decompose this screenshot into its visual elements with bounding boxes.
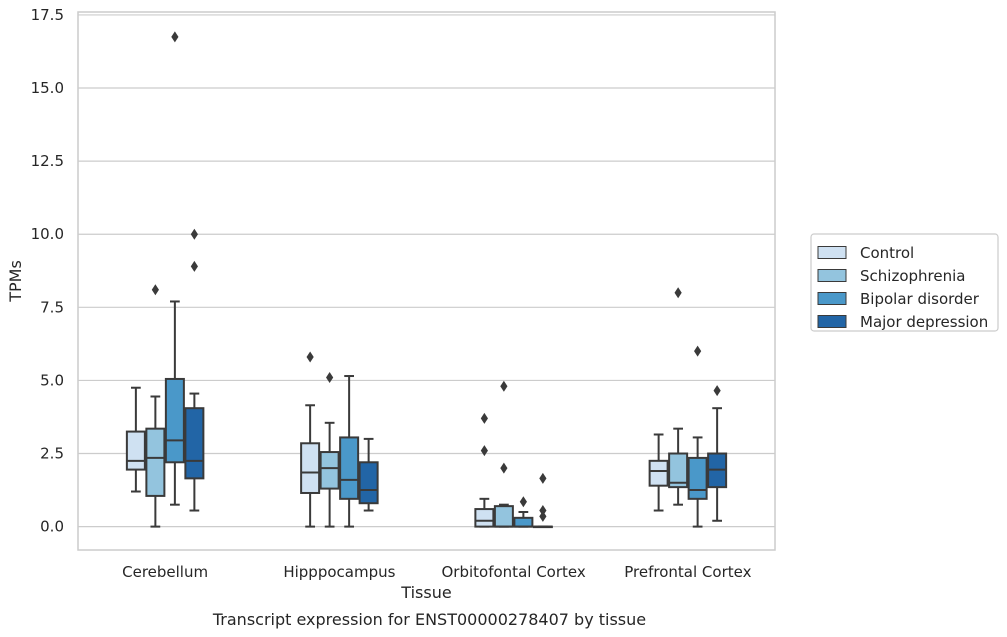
box-groups bbox=[125, 31, 728, 529]
box bbox=[668, 452, 689, 489]
plot-area-frame bbox=[77, 11, 776, 551]
outlier-point bbox=[190, 260, 198, 272]
box bbox=[513, 516, 534, 528]
box-control bbox=[125, 386, 146, 493]
y-tick-label: 10.0 bbox=[31, 225, 64, 243]
y-tick-label: 0.0 bbox=[40, 518, 64, 536]
x-axis-label: Tissue bbox=[400, 583, 451, 602]
y-axis-ticks: 0.0 2.5 5.0 7.5 10.0 12.5 15.0 17.5 bbox=[31, 6, 64, 536]
outlier-point bbox=[500, 462, 508, 474]
box-control bbox=[300, 351, 321, 528]
y-axis-label: TPMs bbox=[6, 260, 25, 303]
y-tick-label: 7.5 bbox=[40, 298, 64, 316]
legend-swatch bbox=[817, 315, 847, 328]
y-tick-label: 12.5 bbox=[31, 152, 64, 170]
legend-swatch bbox=[817, 246, 847, 259]
outlier-point bbox=[500, 380, 508, 392]
box bbox=[164, 377, 185, 464]
box-bipolar-disorder bbox=[339, 375, 360, 528]
outlier-point bbox=[480, 412, 488, 424]
box bbox=[493, 505, 514, 528]
box bbox=[474, 508, 495, 528]
x-tick-label: Hipppocampus bbox=[283, 563, 395, 581]
outlier-point bbox=[306, 351, 314, 363]
outlier-point bbox=[480, 445, 488, 457]
outlier-point bbox=[539, 510, 547, 522]
legend-label: Major depression bbox=[860, 313, 988, 331]
legend-swatch bbox=[817, 292, 847, 305]
box-bipolar-disorder bbox=[687, 345, 708, 528]
box bbox=[125, 430, 146, 471]
box-bipolar-disorder bbox=[513, 496, 534, 528]
box-schizophrenia bbox=[145, 284, 166, 528]
outlier-point bbox=[326, 371, 334, 383]
y-tick-label: 5.0 bbox=[40, 371, 64, 389]
x-tick-label: Cerebellum bbox=[122, 563, 208, 581]
box-schizophrenia bbox=[319, 371, 340, 528]
box-schizophrenia bbox=[668, 287, 689, 506]
legend: Control Schizophrenia Bipolar disorder Majo… bbox=[810, 233, 999, 332]
box-control bbox=[474, 412, 495, 528]
x-tick-label: Prefrontal Cortex bbox=[624, 563, 751, 581]
legend-label: Control bbox=[860, 244, 914, 262]
legend-label: Bipolar disorder bbox=[860, 290, 980, 308]
box bbox=[184, 407, 205, 480]
outlier-point bbox=[713, 385, 721, 397]
outlier-point bbox=[539, 472, 547, 484]
x-tick-label: Orbitofontal Cortex bbox=[442, 563, 586, 581]
box bbox=[358, 461, 379, 505]
x-axis-ticks: Cerebellum Hipppocampus Orbitofontal Corte… bbox=[122, 563, 751, 581]
y-tick-label: 15.0 bbox=[31, 79, 64, 97]
legend-swatch bbox=[817, 269, 847, 282]
box bbox=[648, 459, 669, 487]
chart-caption: Transcript expression for ENST0000027840… bbox=[212, 610, 646, 629]
box-control bbox=[648, 433, 669, 512]
box bbox=[339, 436, 360, 500]
legend-frame bbox=[810, 233, 999, 332]
y-tick-label: 17.5 bbox=[31, 6, 64, 24]
box-major-depression bbox=[532, 472, 553, 529]
outlier-point bbox=[539, 505, 547, 517]
box bbox=[300, 442, 321, 494]
box bbox=[319, 451, 340, 490]
box-major-depression bbox=[358, 437, 379, 512]
outlier-point bbox=[171, 31, 179, 43]
outlier-point bbox=[151, 284, 159, 296]
legend-label: Schizophrenia bbox=[860, 267, 965, 285]
box bbox=[687, 456, 708, 500]
box-major-depression bbox=[184, 228, 205, 512]
box-schizophrenia bbox=[493, 380, 514, 528]
box-bipolar-disorder bbox=[164, 31, 185, 506]
outlier-point bbox=[519, 496, 527, 508]
box-major-depression bbox=[707, 385, 728, 522]
y-tick-label: 2.5 bbox=[40, 445, 64, 463]
outlier-point bbox=[674, 287, 682, 299]
outlier-point bbox=[694, 345, 702, 357]
outlier-point bbox=[190, 228, 198, 240]
box bbox=[145, 427, 166, 497]
